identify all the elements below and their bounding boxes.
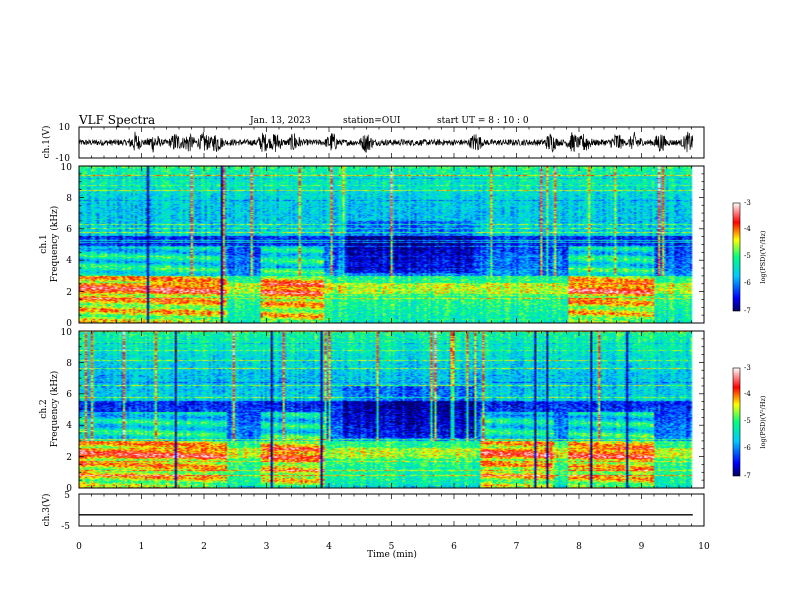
x-tick-label: 1 <box>139 542 145 552</box>
ch1-cbar-tick-m6: -6 <box>744 279 751 287</box>
ch2-cbar-tick-m5: -5 <box>744 417 751 425</box>
x-tick-label: 10 <box>698 542 710 552</box>
x-tick-label: 4 <box>326 542 332 552</box>
ch1-spectrogram-panel: 0 2 4 6 8 10 ch.1 Frequency (kHz) <box>39 163 705 329</box>
ch1-cbar-tick-m3: -3 <box>744 199 751 207</box>
ch2-ytick-0: 0 <box>66 484 72 494</box>
ch1-cbar-tick-m5: -5 <box>744 252 751 260</box>
ch2-colorbar-label: log(PSD)(V²/Hz) <box>759 395 767 448</box>
ch2-colorbar: -3 -4 -5 -6 -7 log(PSD)(V²/Hz) <box>732 364 767 480</box>
ch1-spectrogram-ylabel-freq: Frequency (kHz) <box>49 206 60 283</box>
ch3-ytick-min: -5 <box>61 522 70 532</box>
ch1-ytick-0: 0 <box>66 319 72 329</box>
ch1-ytick-8: 8 <box>66 194 72 204</box>
station-label: station=OUI <box>343 116 401 126</box>
ch1-ytick-10: 10 <box>61 163 73 173</box>
ch3-waveform-panel: 5 -5 ch.3(V) <box>41 491 705 532</box>
axis-ticks <box>78 127 705 526</box>
ch1-waveform-trace <box>78 131 694 153</box>
figure-title: VLF Spectra <box>78 113 155 127</box>
ch2-cbar-tick-m4: -4 <box>744 390 751 398</box>
x-tick-label: 0 <box>76 542 82 552</box>
ch3-ytick-max: 5 <box>64 491 70 501</box>
start-time-label: start UT = 8 : 10 : 0 <box>437 116 529 126</box>
date-label: Jan. 13, 2023 <box>249 116 311 126</box>
ch2-cbar-tick-m7: -7 <box>744 472 751 480</box>
x-tick-label: 3 <box>264 542 270 552</box>
ch2-cbar-tick-m6: -6 <box>744 444 751 452</box>
ch1-ytick-6: 6 <box>66 225 72 235</box>
ch1-ytick-2: 2 <box>66 288 72 298</box>
ch1-spectrogram-heatmap <box>79 166 704 323</box>
ch1-ytick-4: 4 <box>66 256 72 266</box>
x-tick-label: 2 <box>201 542 207 552</box>
ch2-spectrogram-panel: 0 2 4 6 8 10 ch.2 Frequency (kHz) <box>39 328 705 494</box>
ch2-ytick-8: 8 <box>66 359 72 369</box>
ch2-colorbar-scale <box>732 367 741 477</box>
ch2-cbar-tick-m3: -3 <box>744 364 751 372</box>
x-tick-label: 8 <box>576 542 582 552</box>
ch1-colorbar-label: log(PSD)(V²/Hz) <box>759 230 767 283</box>
ch2-ytick-10: 10 <box>61 328 73 338</box>
x-axis-tick-labels: 0 1 2 3 4 5 6 7 8 9 10 <box>76 542 710 552</box>
ch2-spectrogram-ylabel-ch: ch.2 <box>39 399 49 418</box>
ch1-waveform-ylabel: ch.1(V) <box>41 126 52 159</box>
ch1-spectrogram-ylabel-ch: ch.1 <box>39 234 49 253</box>
ch2-ytick-2: 2 <box>66 453 72 463</box>
ch3-waveform-ylabel: ch.3(V) <box>41 494 52 527</box>
ch2-spectrogram-ylabel-freq: Frequency (kHz) <box>49 371 60 448</box>
ch1-colorbar: -3 -4 -5 -6 -7 log(PSD)(V²/Hz) <box>732 199 767 315</box>
x-tick-label: 5 <box>389 542 395 552</box>
ch2-spectrogram-heatmap <box>79 331 704 488</box>
ch3-waveform-frame <box>78 493 705 527</box>
ch1-ytick-min: -10 <box>56 154 71 164</box>
ch1-ytick-max: 10 <box>59 123 71 133</box>
ch2-ytick-4: 4 <box>66 421 72 431</box>
ch1-cbar-tick-m7: -7 <box>744 307 751 315</box>
ch1-colorbar-scale <box>732 202 741 312</box>
ch2-ytick-6: 6 <box>66 390 72 400</box>
x-tick-label: 6 <box>451 542 457 552</box>
x-tick-label: 9 <box>639 542 645 552</box>
x-axis-label: Time (min) <box>367 549 417 560</box>
ch1-cbar-tick-m4: -4 <box>744 225 751 233</box>
ch1-waveform-panel: 10 -10 ch.1(V) <box>41 123 705 164</box>
x-tick-label: 7 <box>514 542 520 552</box>
